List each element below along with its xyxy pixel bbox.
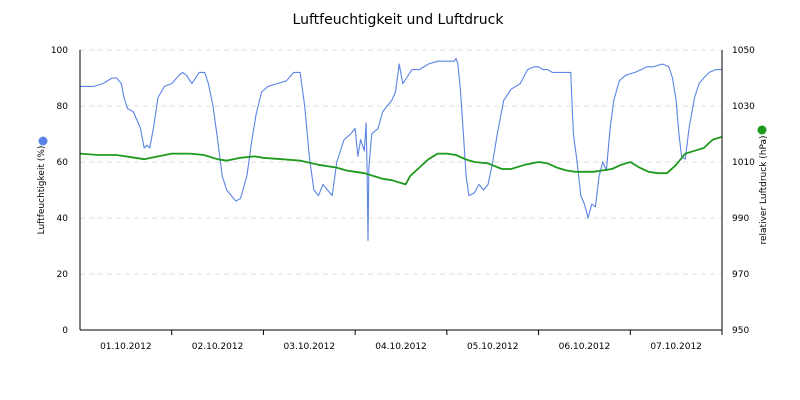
y-left-tick-label: 0	[62, 326, 68, 336]
y-left-axis-label: Luftfeuchtigkeit (%)	[37, 146, 47, 235]
y-right-tick-label: 950	[732, 326, 749, 336]
y-left-tick-label: 80	[57, 102, 69, 112]
y-right-axis-label: relativer Luftdruck (hPa)	[759, 135, 769, 244]
y-right-tick-label: 1010	[732, 158, 755, 168]
humidity-legend-marker	[38, 136, 48, 146]
humidity-series-line	[80, 57, 722, 241]
pressure-legend-marker	[757, 125, 767, 135]
chart-title: Luftfeuchtigkeit und Luftdruck	[293, 12, 505, 28]
y-right-tick-label: 1030	[732, 102, 755, 112]
grid-lines	[80, 49, 722, 275]
x-tick-label: 02.10.2012	[192, 342, 244, 352]
axes	[79, 50, 723, 335]
y-left-tick-label: 40	[57, 214, 69, 224]
y-left-tick-label: 60	[57, 158, 69, 168]
tick-labels: 0 20 40 60 80 100 950 970 990 1010 1030 1050 01.10.2…	[51, 46, 755, 352]
y-right-tick-label: 1050	[732, 46, 755, 56]
x-tick-label: 01.10.2012	[100, 342, 152, 352]
x-tick-label: 05.10.2012	[467, 342, 519, 352]
x-tick-label: 04.10.2012	[375, 342, 427, 352]
y-right-tick-label: 970	[732, 270, 749, 280]
y-left-tick-label: 100	[51, 46, 68, 56]
x-tick-label: 03.10.2012	[284, 342, 336, 352]
y-left-tick-label: 20	[57, 270, 69, 280]
x-tick-label: 07.10.2012	[650, 342, 702, 352]
pressure-series-line	[79, 135, 723, 186]
x-tick-label: 06.10.2012	[559, 342, 611, 352]
y-right-tick-label: 990	[732, 214, 749, 224]
series-layer	[79, 57, 723, 241]
